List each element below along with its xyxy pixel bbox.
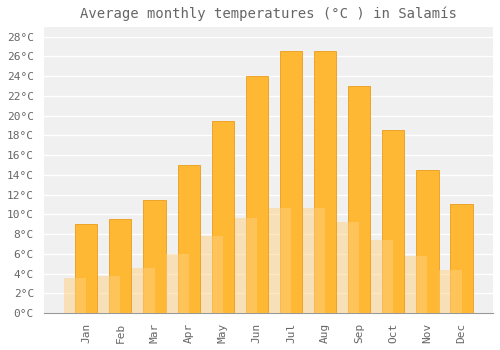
Bar	[280, 51, 302, 313]
Bar	[75, 224, 98, 313]
Bar	[303, 209, 325, 313]
Bar	[450, 204, 472, 313]
Bar	[246, 76, 268, 313]
Bar	[200, 236, 222, 313]
Bar	[416, 170, 438, 313]
Bar	[212, 120, 234, 313]
Bar	[314, 51, 336, 313]
Bar	[337, 222, 359, 313]
Bar	[382, 131, 404, 313]
Bar	[144, 199, 166, 313]
Bar	[269, 209, 291, 313]
Bar	[348, 86, 370, 313]
Bar	[64, 278, 86, 313]
Bar	[98, 275, 120, 313]
Title: Average monthly temperatures (°C ) in Salamís: Average monthly temperatures (°C ) in Sa…	[80, 7, 457, 21]
Bar	[234, 218, 257, 313]
Bar	[371, 240, 394, 313]
Bar	[110, 219, 132, 313]
Bar	[166, 254, 188, 313]
Bar	[440, 270, 462, 313]
Bar	[406, 256, 427, 313]
Bar	[178, 165, 200, 313]
Bar	[132, 268, 154, 313]
